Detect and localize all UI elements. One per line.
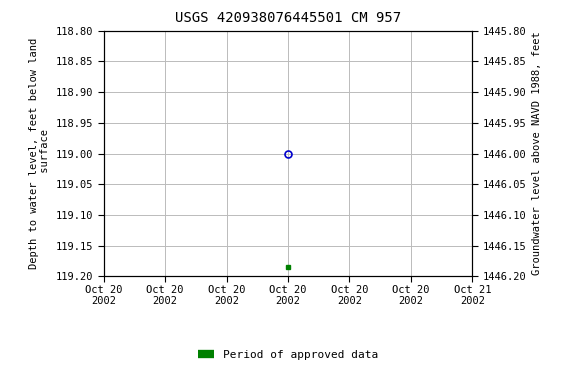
Y-axis label: Depth to water level, feet below land
 surface: Depth to water level, feet below land su…	[29, 38, 50, 269]
Legend: Period of approved data: Period of approved data	[193, 346, 383, 364]
Title: USGS 420938076445501 CM 957: USGS 420938076445501 CM 957	[175, 12, 401, 25]
Y-axis label: Groundwater level above NAVD 1988, feet: Groundwater level above NAVD 1988, feet	[532, 32, 542, 275]
